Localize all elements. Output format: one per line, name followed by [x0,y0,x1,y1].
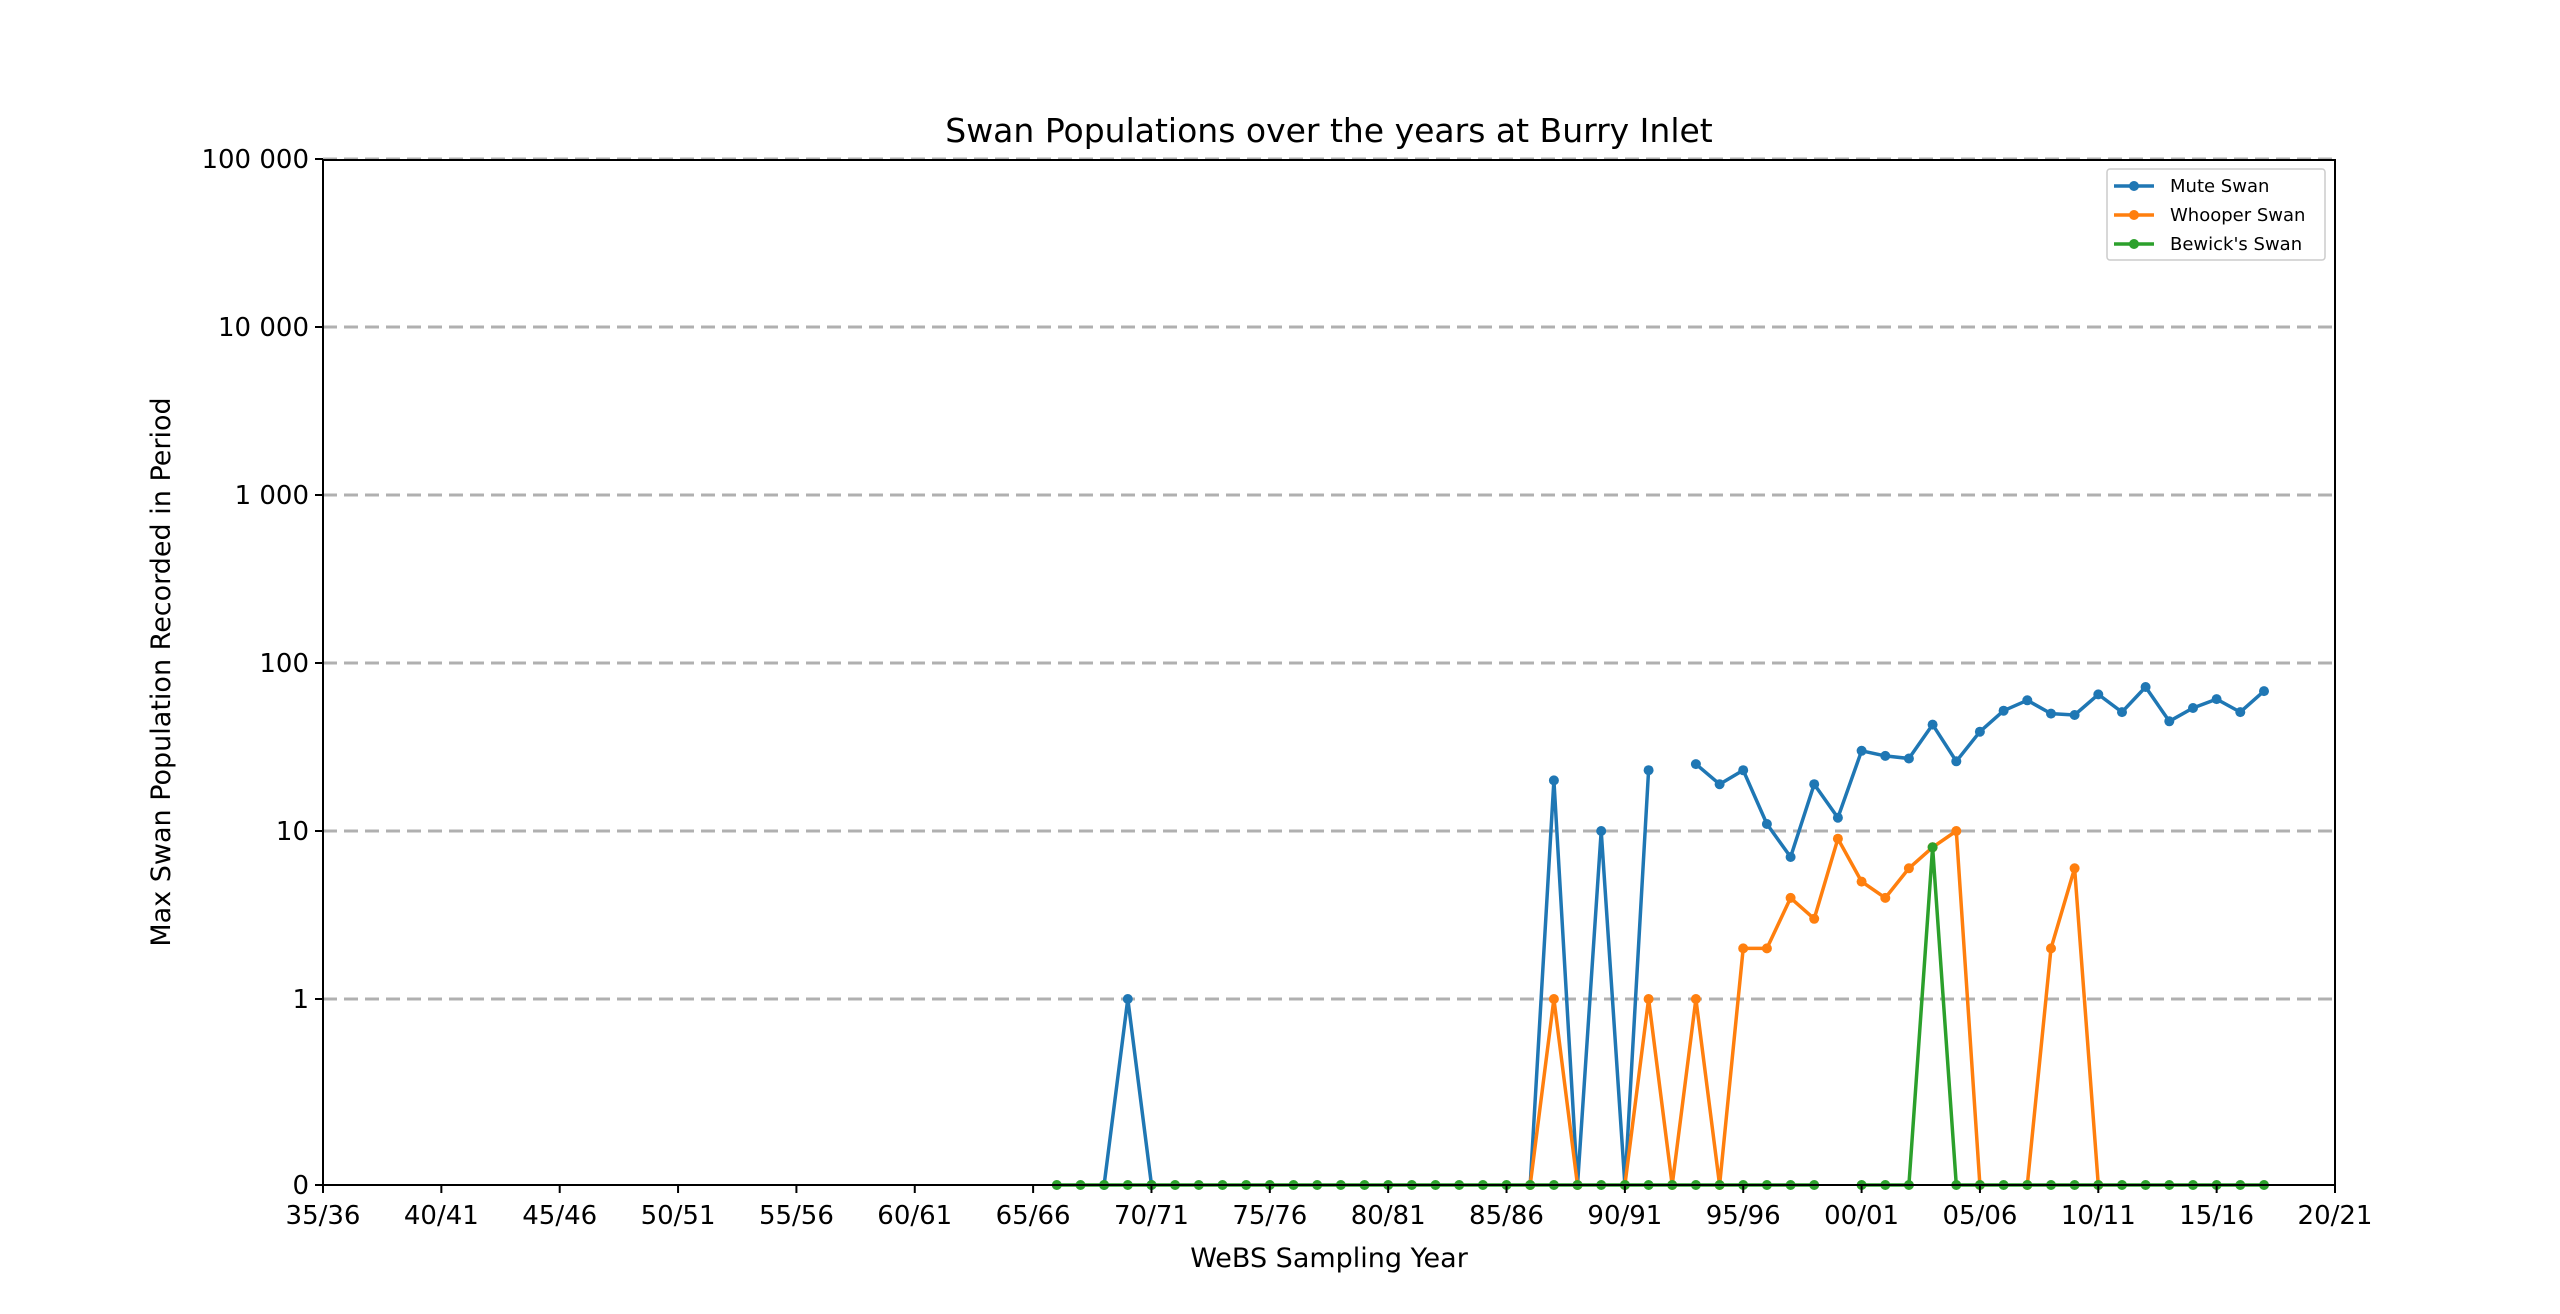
series-line [1528,770,1651,1187]
plot-frame [322,159,2336,1186]
legend-items: Mute Swan Whooper Swan Bewick's Swan [2114,176,2305,255]
data-point [1785,852,1796,862]
data-point [2188,703,2198,713]
data-point [2069,710,2080,720]
data-point [1690,759,1701,770]
x-tick-label: 65/66 [996,1201,1071,1231]
data-point [1596,826,1607,836]
legend-label: Bewick's Swan [2170,234,2302,255]
legend-box [2106,168,2326,261]
data-point [1998,705,2009,716]
x-tick-label: 75/76 [1232,1201,1307,1231]
x-tick-label: 20/21 [2298,1201,2373,1231]
y-tick-label: 10 000 [218,313,309,343]
data-point [2235,707,2246,718]
series-line [1623,829,1982,1187]
y-tick-label: 1 [292,985,309,1015]
x-tick-label: 60/61 [877,1201,952,1231]
data-point [2046,708,2056,719]
data-point [1880,750,1891,761]
y-axis-title: Max Swan Population Recorded in Period [146,397,177,946]
data-point [1690,994,1701,1004]
legend-marker [2129,239,2139,249]
y-tick-label: 10 [276,817,309,847]
x-tick-label: 80/81 [1351,1201,1426,1231]
chart-title: Swan Populations over the years at Burry… [945,111,1713,150]
data-point [1785,892,1796,903]
x-axis-title: WeBS Sampling Year [1190,1243,1469,1274]
y-axis-ticks: 0 1 10 100 1 000 10 000 100 000 [201,145,323,1201]
x-tick-label: 55/56 [759,1201,834,1231]
data-point [1548,775,1559,786]
x-tick-label: 85/86 [1469,1201,1544,1231]
data-point [2069,863,2080,874]
series-line [2025,866,2101,1186]
x-tick-label: 15/16 [2179,1201,2254,1231]
data-point [2046,943,2056,954]
data-point [1832,812,1843,823]
x-tick-label: 10/11 [2061,1201,2136,1231]
data-point [1761,943,1772,954]
data-point [2164,716,2175,727]
y-tick-label: 100 [259,649,309,679]
x-tick-label: 50/51 [641,1201,716,1231]
data-point [1927,842,1938,853]
x-tick-label: 70/71 [1114,1201,1189,1231]
y-tick-label: 0 [292,1171,309,1201]
data-point [1738,943,1749,954]
data-point [1951,756,1962,767]
data-point [1832,833,1843,844]
data-point [1548,994,1559,1004]
data-point [2211,694,2222,705]
data-point [1951,826,1962,836]
legend-marker [2129,210,2139,220]
x-tick-label: 95/96 [1706,1201,1781,1231]
data-point [1880,892,1891,903]
data-point [1809,779,1820,790]
x-tick-label: 35/36 [286,1201,361,1231]
data-point [2259,686,2269,697]
data-point [1903,753,1914,764]
x-tick-label: 45/46 [522,1201,597,1231]
data-point [2117,707,2127,718]
y-tick-label: 1 000 [235,481,309,511]
y-tick-label: 100 000 [201,145,309,175]
data-point [1122,994,1133,1004]
data-point [1738,765,1749,776]
x-tick-label: 05/06 [1942,1201,2017,1231]
x-tick-label: 40/41 [404,1201,479,1231]
data-point [1809,913,1820,924]
data-point [1927,719,1938,730]
data-point [1714,779,1725,790]
x-tick-label: 90/91 [1587,1201,1662,1231]
data-point [1903,863,1914,874]
x-axis-ticks: 35/36 40/41 45/46 50/51 55/56 60/61 65/66 70/71… [286,1185,2373,1231]
legend: Mute Swan Whooper Swan Bewick's Swan [2106,168,2326,261]
data-point [2022,695,2033,706]
legend-label: Mute Swan [2170,176,2269,197]
data-point [1974,726,1985,737]
data-point [1856,876,1867,887]
x-tick-label: 00/01 [1824,1201,1899,1231]
data-point [2140,682,2151,692]
data-point [1643,994,1654,1004]
legend-marker [2129,181,2139,191]
data-point [2093,689,2104,700]
data-point [1856,745,1867,756]
data-point [1761,819,1772,829]
data-point [1643,765,1654,776]
legend-label: Whooper Swan [2170,205,2305,226]
